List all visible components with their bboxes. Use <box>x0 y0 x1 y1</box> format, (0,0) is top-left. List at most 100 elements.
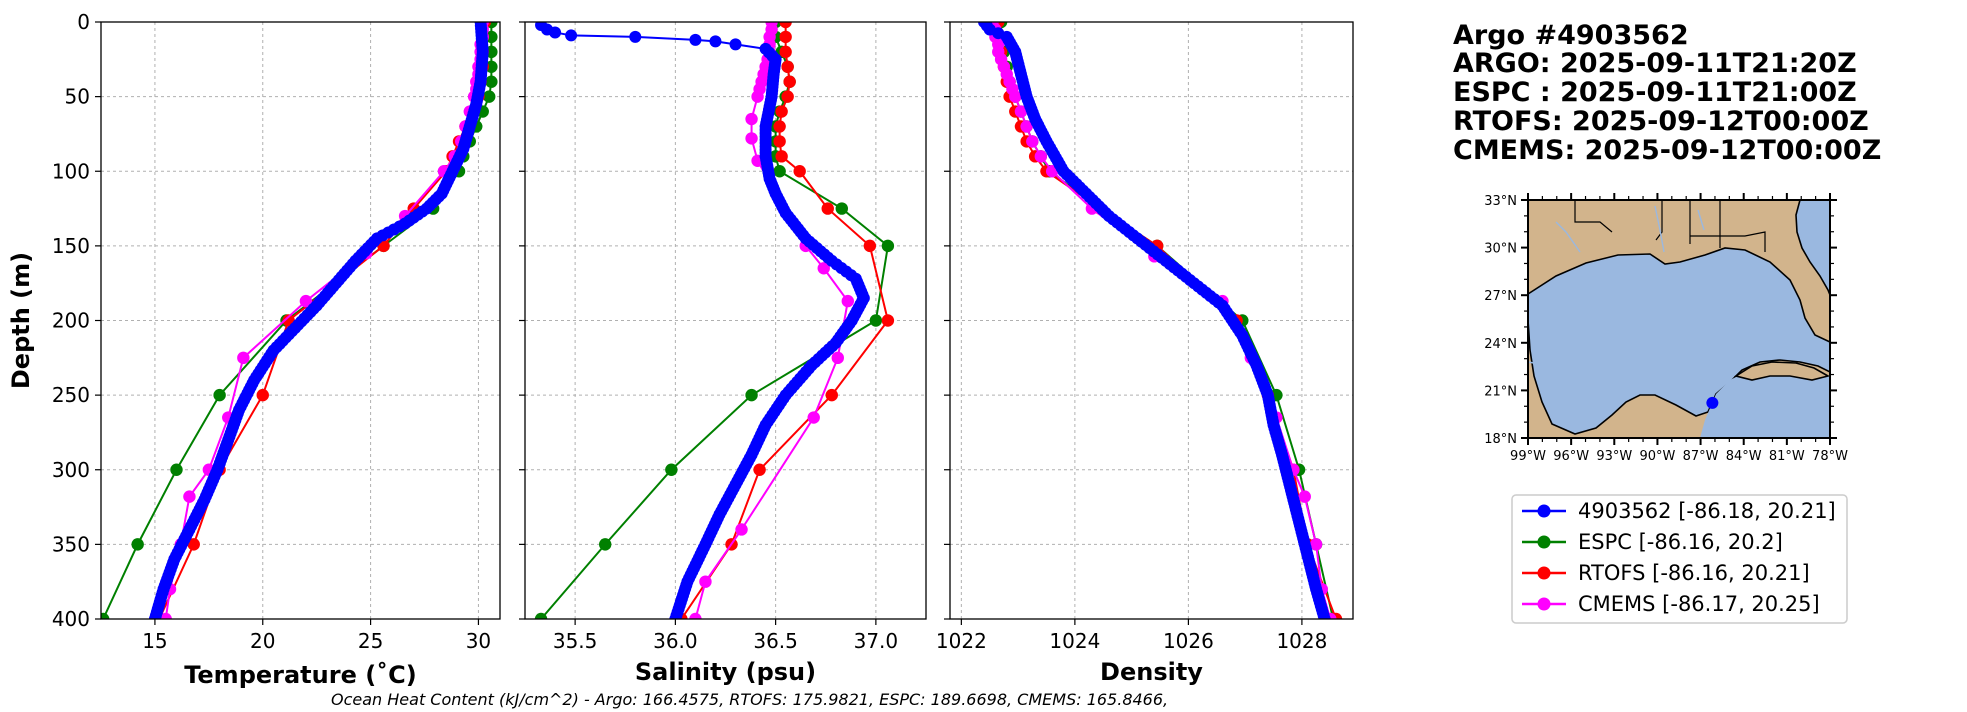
map-lon-label: 96°W <box>1553 449 1589 464</box>
salinity-point-espc <box>869 314 883 327</box>
salinity-point-argo <box>729 38 742 51</box>
y-tick-label: 100 <box>52 159 90 183</box>
y-tick-label: 0 <box>77 10 90 34</box>
map-lon-label: 93°W <box>1596 449 1632 464</box>
depth-axis-label: Depth (m) <box>7 252 35 389</box>
cuba-island <box>1733 361 1831 381</box>
temperature-point-espc <box>485 60 498 73</box>
salinity-point-cmems <box>751 90 764 103</box>
title-rtofs-time: RTOFS: 2025-09-12T00:00Z <box>1453 106 1869 137</box>
x-tick-label: 36.0 <box>653 629 698 653</box>
temperature-point-espc <box>101 612 110 619</box>
temperature-series-group <box>101 22 498 619</box>
x-tick-label: 35.5 <box>553 629 598 653</box>
salinity-point-espc <box>534 612 548 619</box>
salinity-point-rtofs <box>781 60 794 73</box>
salinity-point-espc <box>745 388 758 402</box>
legend-label-argo: 4903562 [-86.18, 20.21] <box>1578 499 1836 523</box>
salinity-point-espc <box>881 239 895 253</box>
temperature-point-espc <box>170 463 183 476</box>
temperature-point-cmems <box>183 490 196 503</box>
map-lat-label: 33°N <box>1484 194 1517 209</box>
y-tick-label: 300 <box>52 458 90 482</box>
salinity-point-cmems <box>807 411 820 424</box>
temperature-x-axis-label: Temperature (˚C) <box>184 661 417 689</box>
salinity-point-argo <box>669 613 682 619</box>
legend-item-argo: 4903562 [-86.18, 20.21] <box>1522 499 1836 523</box>
legend-marker-rtofs <box>1537 566 1551 580</box>
salinity-point-cmems <box>745 112 758 126</box>
temperature-point-espc <box>485 30 498 44</box>
legend-frame <box>1511 494 1848 624</box>
legend-label-espc: ESPC [-86.16, 20.2] <box>1578 530 1783 554</box>
salinity-point-espc <box>599 538 612 551</box>
y-tick-label: 50 <box>65 85 90 109</box>
x-tick-label: 15 <box>142 629 167 653</box>
ocean-heat-content-footer: Ocean Heat Content (kJ/cm^2) - Argo: 166… <box>331 690 1168 709</box>
y-tick-label: 250 <box>52 383 90 407</box>
density-point-cmems <box>1026 135 1039 148</box>
profile-title-block: Argo #4903562 ARGO: 2025-09-11T21:20Z ES… <box>1453 20 1881 166</box>
map-lat-label: 18°N <box>1484 432 1517 447</box>
temperature-point-espc <box>485 75 498 88</box>
map-lon-label: 90°W <box>1639 449 1675 464</box>
salinity-point-cmems <box>699 575 712 588</box>
salinity-point-rtofs <box>775 150 788 163</box>
density-point-cmems <box>1298 490 1311 503</box>
temperature-point-espc <box>213 388 226 402</box>
salinity-point-rtofs <box>793 165 806 178</box>
density-profile-plot: 1022 1024 1026 1028 Density <box>936 21 1354 686</box>
legend: 4903562 [-86.18, 20.21] ESPC [-86.16, 20… <box>1511 494 1848 624</box>
temperature-point-rtofs <box>187 538 200 551</box>
x-tick-label: 1022 <box>936 629 987 653</box>
caribbean-sea-water <box>1700 366 1830 438</box>
salinity-point-espc <box>773 165 786 178</box>
salinity-point-rtofs <box>781 90 794 103</box>
legend-label-rtofs: RTOFS [-86.16, 20.21] <box>1578 561 1810 585</box>
salinity-point-argo <box>549 26 562 39</box>
salinity-x-axis-label: Salinity (psu) <box>635 658 816 686</box>
salinity-point-rtofs <box>779 30 792 44</box>
x-tick-label: 37.0 <box>854 629 899 653</box>
salinity-point-cmems <box>817 262 830 275</box>
temperature-profile-plot: 0 50 100 150 200 250 300 350 400 15 20 25 30 Temperat… <box>7 10 501 689</box>
salinity-point-espc <box>665 463 678 476</box>
map-lat-label: 30°N <box>1484 242 1517 257</box>
map-axis-ticks: 33°N 30°N 27°N 24°N 21°N 18°N 99°W 96°W 93°W 90°W… <box>1484 193 1848 464</box>
state-borders <box>1574 200 1766 252</box>
salinity-point-cmems <box>745 132 758 145</box>
float-location-marker <box>1706 396 1719 409</box>
salinity-point-argo <box>629 30 642 43</box>
salinity-point-rtofs <box>753 463 766 476</box>
map-lat-label: 27°N <box>1484 289 1517 304</box>
salinity-point-rtofs <box>783 75 796 88</box>
density-point-cmems <box>1009 90 1022 103</box>
map-lat-label: 24°N <box>1484 337 1517 352</box>
temperature-point-argo <box>148 613 161 619</box>
salinity-point-argo <box>709 35 722 48</box>
temperature-point-espc <box>483 90 496 103</box>
y-tick-label: 400 <box>52 607 90 631</box>
salinity-profile-plot: 35.5 36.0 36.5 37.0 Salinity (psu) <box>519 21 927 686</box>
map-lat-label: 21°N <box>1484 384 1517 399</box>
legend-label-cmems: CMEMS [-86.17, 20.25] <box>1578 592 1820 616</box>
density-series-group <box>978 22 1343 619</box>
x-tick-label: 1024 <box>1049 629 1100 653</box>
density-point-cmems <box>1014 105 1028 118</box>
title-argo-id: Argo #4903562 <box>1453 20 1689 51</box>
map-lon-label: 78°W <box>1812 449 1848 464</box>
gulf-of-mexico-water <box>1527 247 1831 435</box>
salinity-point-rtofs <box>863 239 877 253</box>
legend-marker-espc <box>1537 535 1551 549</box>
title-argo-time: ARGO: 2025-09-11T21:20Z <box>1453 48 1857 79</box>
salinity-line-argo <box>540 24 865 619</box>
salinity-point-cmems <box>689 612 702 619</box>
temperature-point-rtofs <box>256 388 269 402</box>
x-tick-label: 20 <box>250 629 275 653</box>
title-cmems-time: CMEMS: 2025-09-12T00:00Z <box>1453 135 1881 166</box>
map-lon-label: 87°W <box>1683 449 1719 464</box>
x-tick-label: 25 <box>358 629 383 653</box>
x-tick-label: 30 <box>466 629 491 653</box>
density-point-argo <box>1318 613 1331 619</box>
